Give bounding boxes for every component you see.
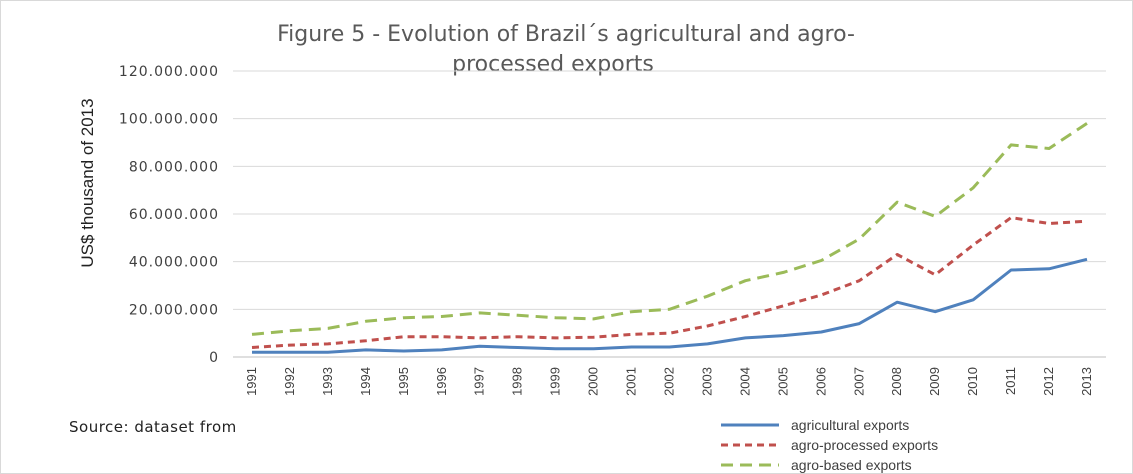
x-tick-label: 2013 bbox=[1079, 367, 1094, 396]
x-tick-label: 1991 bbox=[244, 367, 259, 396]
y-tick-label: 40.000.000 bbox=[129, 255, 219, 271]
x-tick-label: 2007 bbox=[851, 367, 866, 396]
x-tick-label: 1997 bbox=[472, 367, 487, 396]
y-axis-label: US$ thousand of 2013 bbox=[78, 98, 97, 267]
series-line-agricultural-exports bbox=[252, 257, 1088, 354]
x-tick-label: 2000 bbox=[586, 367, 601, 396]
x-tick-label: 2004 bbox=[737, 367, 752, 396]
series-line-agro-based-exports bbox=[251, 122, 1088, 336]
y-tick-label: 120.000.000 bbox=[119, 64, 219, 80]
legend-label: agro-processed exports bbox=[791, 437, 938, 453]
chart-title-line-2: processed exports bbox=[452, 52, 654, 77]
chart-title-line-1: Figure 5 - Evolution of Brazil´s agricul… bbox=[277, 22, 855, 47]
x-axis-tick-labels: 1991 1992 1993 1994 1995 1996 1997 1998 1999 2000… bbox=[244, 367, 1094, 396]
x-tick-label: 2008 bbox=[889, 367, 904, 396]
x-tick-label: 2010 bbox=[965, 367, 980, 396]
y-tick-label: 100.000.000 bbox=[119, 112, 219, 128]
x-tick-label: 1992 bbox=[282, 367, 297, 396]
series-line-agro-processed-exports bbox=[251, 216, 1088, 349]
x-tick-label: 1999 bbox=[548, 367, 563, 396]
x-tick-label: 2011 bbox=[1003, 367, 1018, 395]
x-tick-label: 2001 bbox=[624, 367, 639, 396]
y-axis-tick-labels: 0 20.000.000 40.000.000 60.000.000 80.000.00… bbox=[119, 64, 219, 366]
x-tick-label: 2009 bbox=[927, 367, 942, 396]
legend-label: agro-based exports bbox=[791, 457, 912, 473]
y-tick-label: 0 bbox=[209, 350, 219, 366]
legend-label: agricultural exports bbox=[791, 417, 909, 433]
x-tick-label: 2012 bbox=[1041, 367, 1056, 396]
x-tick-label: 1998 bbox=[510, 367, 525, 396]
x-tick-label: 2005 bbox=[775, 367, 790, 396]
source-note: Source: dataset from bbox=[69, 418, 237, 436]
y-tick-label: 60.000.000 bbox=[129, 207, 219, 223]
y-tick-label: 80.000.000 bbox=[129, 159, 219, 175]
x-tick-label: 2006 bbox=[813, 367, 828, 396]
legend: agricultural exports agro-processed expor… bbox=[721, 417, 938, 473]
gridlines bbox=[233, 70, 1106, 358]
x-tick-label: 1996 bbox=[434, 367, 449, 396]
y-tick-label: 20.000.000 bbox=[129, 302, 219, 318]
x-tick-label: 1993 bbox=[320, 367, 335, 396]
x-tick-label: 1995 bbox=[396, 367, 411, 396]
x-tick-label: 1994 bbox=[358, 367, 373, 396]
x-tick-label: 2002 bbox=[662, 367, 677, 396]
x-tick-label: 2003 bbox=[699, 367, 714, 396]
series-lines bbox=[251, 122, 1088, 354]
